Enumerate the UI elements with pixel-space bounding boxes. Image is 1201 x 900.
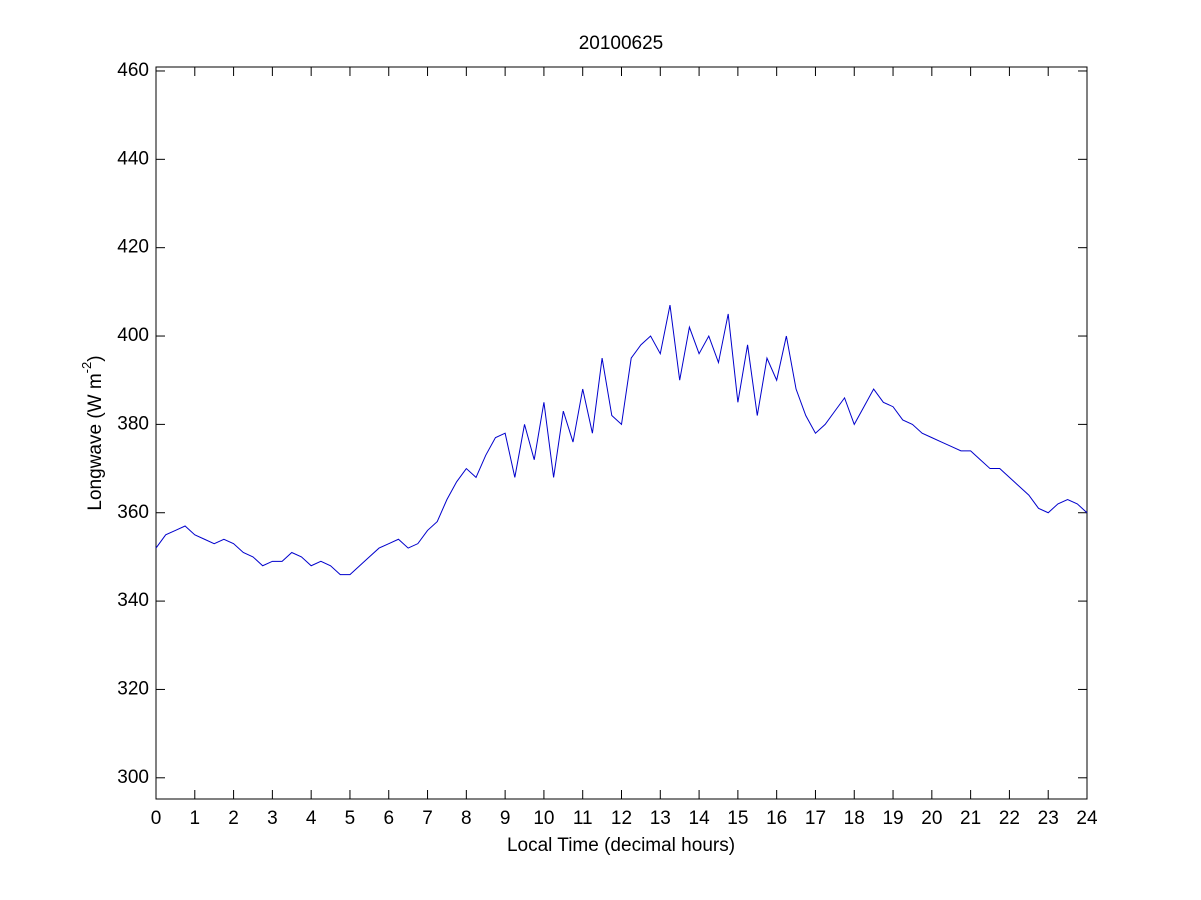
y-axis-label: Longwave (W m-2): [79, 355, 106, 510]
x-tick-label: 2: [228, 808, 239, 829]
x-tick-label: 22: [999, 808, 1020, 829]
x-tick-label: 7: [422, 808, 433, 829]
data-line: [155, 305, 1088, 576]
y-tick-label: 440: [117, 148, 149, 169]
y-tick-label: 380: [117, 413, 149, 434]
x-tick-label: 13: [650, 808, 671, 829]
x-tick-label: 20: [921, 808, 942, 829]
x-tick-label: 14: [689, 808, 711, 829]
x-tick-label: 11: [573, 808, 593, 829]
x-tick-label: 12: [611, 808, 632, 829]
x-tick-label: 0: [151, 808, 162, 829]
x-tick-label: 5: [345, 808, 356, 829]
x-tick-label: 8: [461, 808, 472, 829]
x-tick-label: 18: [844, 808, 865, 829]
x-tick-label: 6: [383, 808, 394, 829]
y-tick-label: 400: [117, 325, 149, 346]
x-tick-label: 21: [960, 808, 981, 829]
y-tick-label: 420: [117, 237, 149, 258]
y-tick-label: 340: [117, 590, 149, 611]
y-tick-label: 360: [117, 502, 149, 523]
x-tick-label: 16: [766, 808, 787, 829]
x-tick-label: 10: [533, 808, 554, 829]
plot-frame: [155, 66, 1088, 800]
x-tick-label: 17: [805, 808, 826, 829]
x-tick-label: 15: [727, 808, 748, 829]
chart-title: 20100625: [579, 33, 664, 54]
y-tick-label: 320: [117, 678, 149, 699]
x-tick-label: 24: [1076, 808, 1098, 829]
x-tick-label: 23: [1038, 808, 1059, 829]
x-tick-label: 9: [500, 808, 511, 829]
x-tick-label: 3: [267, 808, 278, 829]
x-tick-label: 1: [190, 808, 201, 829]
y-tick-label: 300: [117, 767, 149, 788]
x-tick-label: 4: [306, 808, 317, 829]
y-tick-label: 460: [117, 60, 149, 81]
x-tick-label: 19: [882, 808, 903, 829]
x-axis-label: Local Time (decimal hours): [507, 835, 735, 856]
